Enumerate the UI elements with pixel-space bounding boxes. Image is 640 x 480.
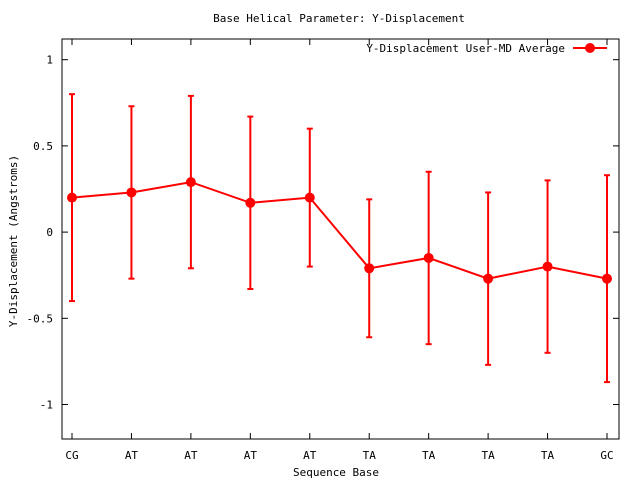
data-point: [542, 261, 553, 272]
x-tick-label: AT: [125, 449, 139, 462]
series-line: [71, 181, 608, 280]
chart-title: Base Helical Parameter: Y-Displacement: [213, 12, 465, 25]
data-point: [67, 192, 77, 203]
y-tick-label: -0.5: [27, 312, 54, 325]
x-tick-label: AT: [303, 449, 317, 462]
plot-frame: [61, 38, 620, 440]
data-point: [245, 197, 256, 208]
x-tick-label: TA: [481, 449, 495, 462]
data-point: [364, 263, 375, 274]
x-axis-label: Sequence Base: [293, 466, 379, 479]
data-point: [602, 273, 612, 284]
x-tick-label: TA: [541, 449, 555, 462]
series-layer: [67, 93, 612, 384]
legend-marker-sample: [585, 43, 595, 53]
data-point: [185, 177, 196, 188]
data-point: [423, 252, 434, 263]
data-point: [304, 192, 315, 203]
legend-label: Y-Displacement User-MD Average: [366, 42, 565, 55]
x-tick-label: AT: [244, 449, 258, 462]
y-tick-label: 0: [46, 226, 53, 239]
y-axis: -1 -0.5 0 0.5 1: [27, 54, 619, 412]
x-tick-label: TA: [363, 449, 377, 462]
x-axis: CG AT AT AT AT TA TA TA TA GC: [65, 39, 614, 462]
x-tick-label: AT: [184, 449, 198, 462]
x-tick-label: TA: [422, 449, 436, 462]
x-tick-label: CG: [65, 449, 78, 462]
y-axis-label: Y-Displacement (Angstroms): [7, 155, 20, 327]
legend: Y-Displacement User-MD Average: [366, 42, 607, 55]
y-tick-label: 1: [46, 54, 53, 67]
x-tick-label: GC: [600, 449, 613, 462]
y-tick-label: -1: [40, 399, 53, 412]
data-point: [483, 273, 494, 284]
data-point: [126, 187, 137, 198]
y-tick-label: 0.5: [33, 140, 53, 153]
